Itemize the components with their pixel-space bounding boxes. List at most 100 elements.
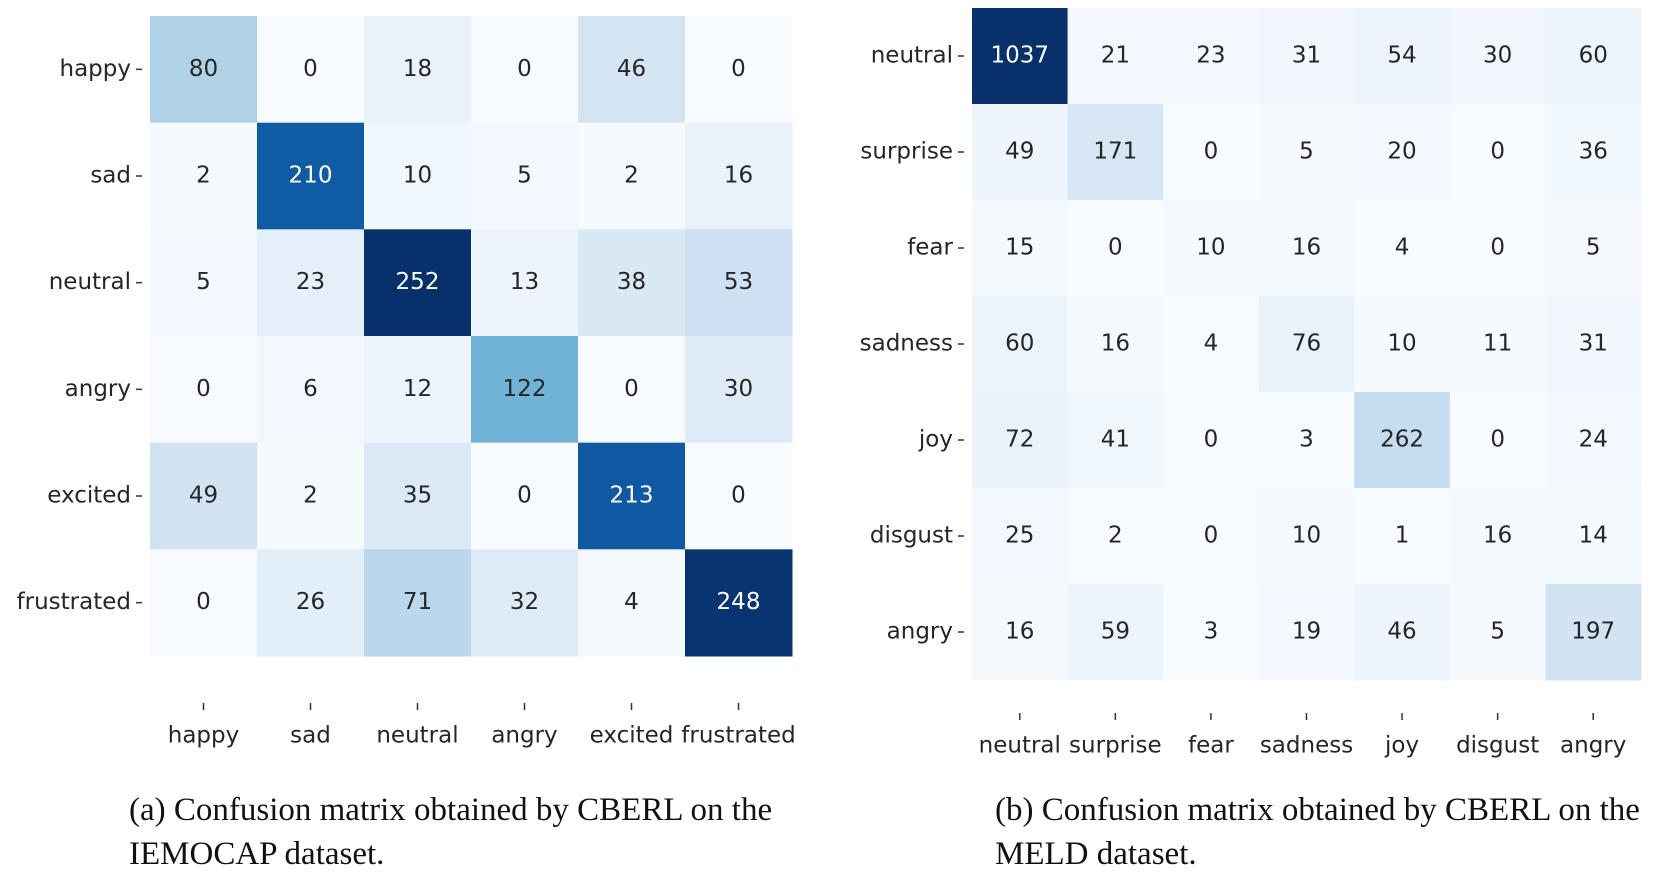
cell (972, 392, 1069, 489)
cell-label: 46 (617, 56, 646, 82)
cell (1067, 104, 1164, 201)
y-tick-label: angry (65, 376, 131, 402)
cell (471, 336, 579, 444)
cell-label: 19 (1292, 619, 1321, 645)
cell (1258, 392, 1355, 489)
cell-label: 31 (1579, 331, 1608, 357)
cell (972, 8, 1069, 105)
cell-label: 0 (517, 483, 532, 509)
cell-label: 30 (724, 376, 753, 402)
cell-label: 12 (403, 376, 432, 402)
cell-label: 0 (1204, 523, 1219, 549)
x-tick-label: angry (491, 723, 557, 749)
cell (1354, 8, 1451, 105)
cell (1163, 392, 1260, 489)
cell-label: 72 (1005, 427, 1034, 453)
cell-label: 1037 (991, 43, 1050, 69)
cell-label: 122 (503, 376, 547, 402)
cell-label: 6 (303, 376, 318, 402)
cell-label: 3 (1204, 619, 1219, 645)
cell-label: 18 (403, 56, 432, 82)
chart: 80 0 18 0 46 02 210 10 5 2 165 23 252 13 38 530 6 12 122 0 3… (17, 8, 1642, 759)
cell (1449, 8, 1546, 105)
cell-label: 36 (1579, 139, 1608, 165)
cell (1067, 584, 1164, 681)
cell-label: 23 (1196, 43, 1225, 69)
cell (1449, 296, 1546, 393)
cell-label: 16 (1005, 619, 1034, 645)
cell (364, 549, 472, 657)
x-tick-label: frustrated (681, 723, 795, 749)
cell-label: 262 (1380, 427, 1424, 453)
cell-label: 5 (196, 269, 211, 295)
x-tick-label: joy (1384, 733, 1419, 759)
cell-label: 38 (617, 269, 646, 295)
cell (685, 442, 793, 550)
cell (685, 336, 793, 444)
cell (150, 442, 258, 550)
cell-label: 0 (517, 56, 532, 82)
cell-label: 5 (1490, 619, 1505, 645)
cell-label: 31 (1292, 43, 1321, 69)
cell (578, 549, 686, 657)
cell-label: 16 (1101, 331, 1130, 357)
cell-label: 2 (1108, 523, 1123, 549)
cell (257, 549, 365, 657)
cell-label: 210 (289, 163, 333, 189)
caption: (b) Confusion matrix obtained by CBERL o… (995, 792, 1640, 872)
cell (471, 122, 579, 230)
cell (1545, 104, 1642, 201)
cell-label: 2 (196, 163, 211, 189)
cell (364, 229, 472, 337)
y-tick-label: neutral (49, 269, 131, 295)
cell-label: 1 (1395, 523, 1410, 549)
cell-label: 80 (189, 56, 218, 82)
cell (1545, 488, 1642, 585)
cell (471, 442, 579, 550)
cell (1545, 200, 1642, 297)
cell (1449, 392, 1546, 489)
y-tick-label: joy (918, 427, 953, 453)
cell-label: 10 (1292, 523, 1321, 549)
cell-label: 252 (396, 269, 440, 295)
cell (1163, 296, 1260, 393)
cell (685, 122, 793, 230)
cell-label: 197 (1571, 619, 1615, 645)
cell-label: 0 (303, 56, 318, 82)
cell (1545, 296, 1642, 393)
cell-label: 15 (1005, 235, 1034, 261)
cell-label: 0 (1490, 427, 1505, 453)
cell-label: 0 (1490, 235, 1505, 261)
cell-label: 0 (624, 376, 639, 402)
x-tick-label: neutral (979, 733, 1061, 759)
cell (1258, 488, 1355, 585)
cell (1449, 200, 1546, 297)
cell-label: 24 (1579, 427, 1608, 453)
x-tick-label: neutral (376, 723, 458, 749)
cell-label: 5 (1586, 235, 1601, 261)
cell (364, 442, 472, 550)
cell (1449, 488, 1546, 585)
cell (471, 549, 579, 657)
cell-label: 41 (1101, 427, 1130, 453)
cell-label: 4 (1204, 331, 1219, 357)
cell (685, 549, 793, 657)
cell-label: 3 (1299, 427, 1314, 453)
y-tick-label: neutral (871, 43, 953, 69)
cell (1354, 104, 1451, 201)
cell-label: 35 (403, 483, 432, 509)
cell-label: 14 (1579, 523, 1608, 549)
cell-label: 5 (517, 163, 532, 189)
cell (685, 229, 793, 337)
cell-label: 4 (1395, 235, 1410, 261)
cell (578, 442, 686, 550)
cell-label: 213 (610, 483, 654, 509)
cell-label: 30 (1483, 43, 1512, 69)
cell (972, 584, 1069, 681)
x-tick-label: fear (1188, 733, 1234, 759)
cell-label: 0 (196, 589, 211, 615)
cell-label: 13 (510, 269, 539, 295)
cell (1163, 104, 1260, 201)
cell-label: 10 (1196, 235, 1225, 261)
cell-label: 76 (1292, 331, 1321, 357)
